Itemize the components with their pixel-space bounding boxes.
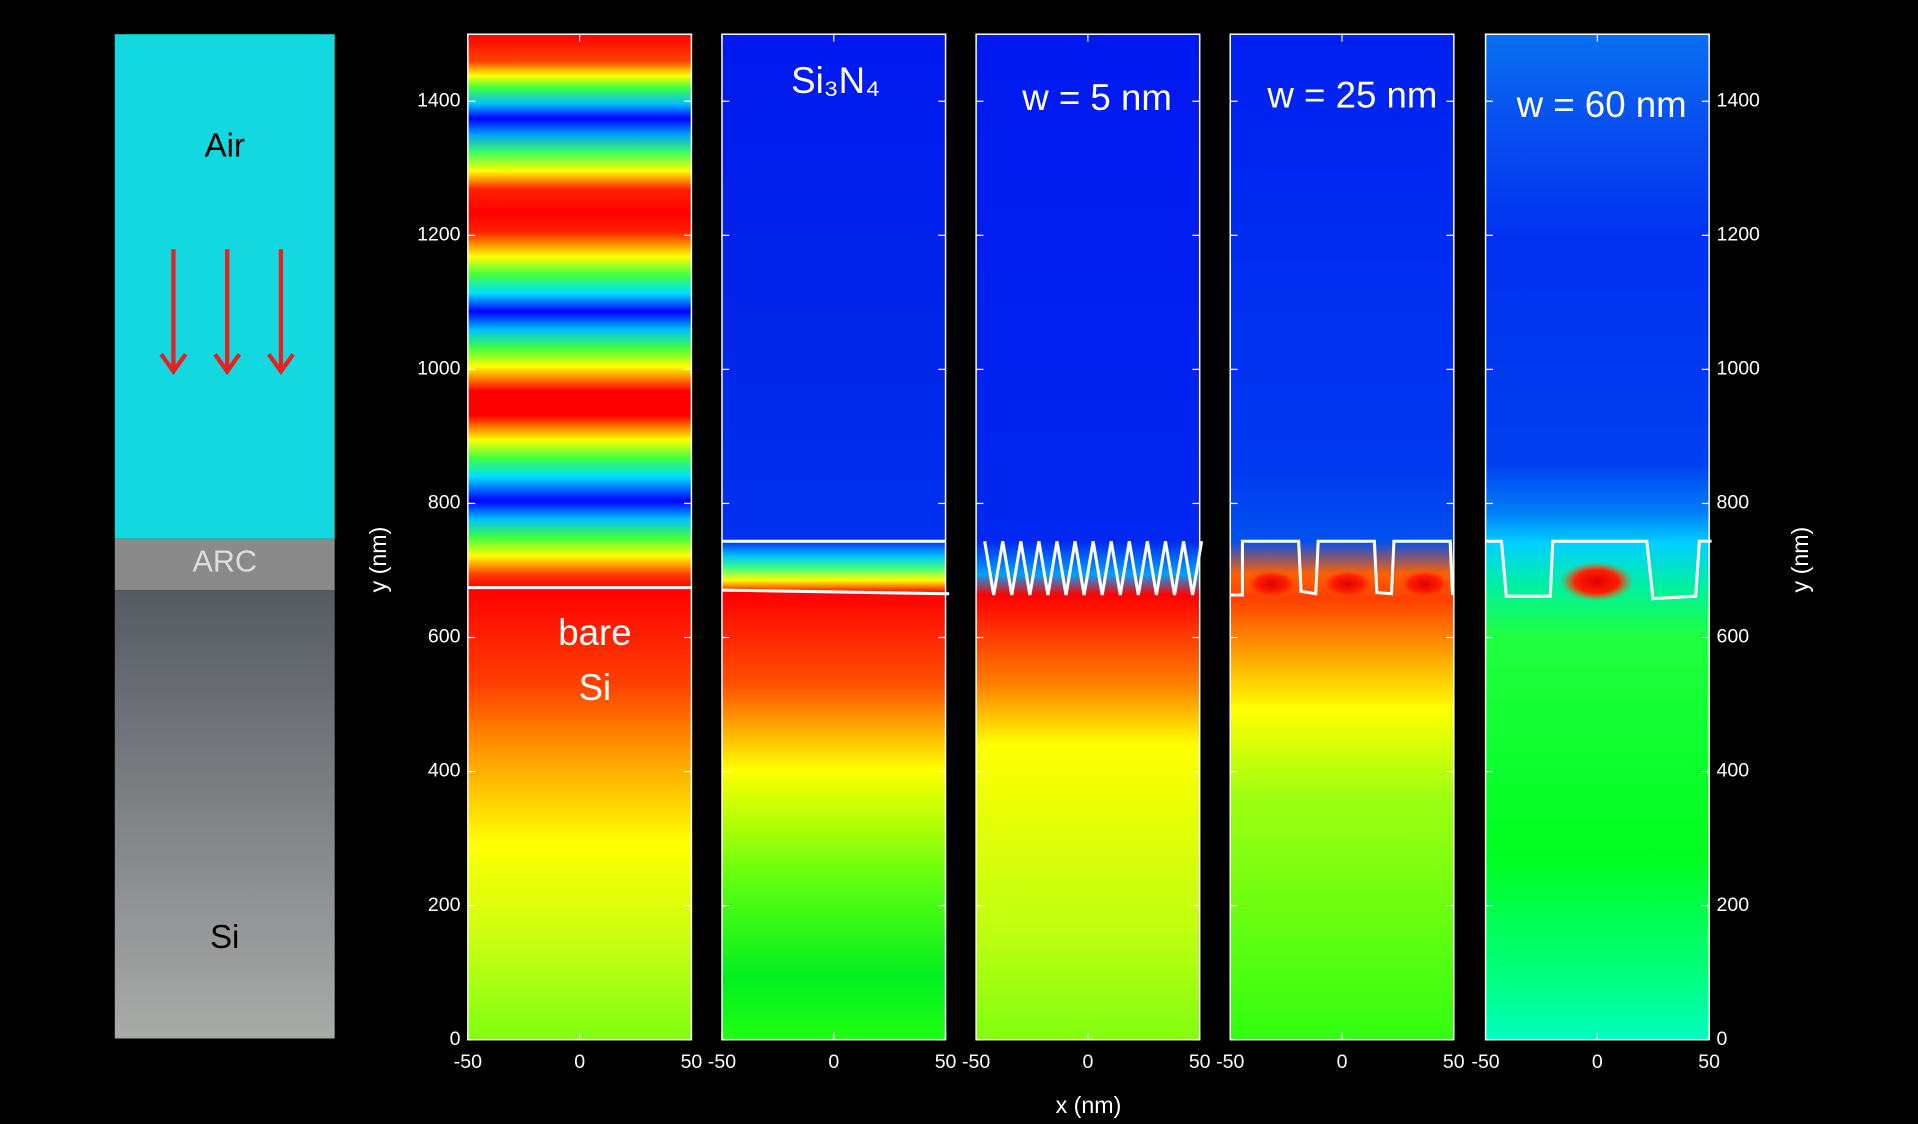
y-tick-label: 0	[450, 1028, 461, 1050]
panel-label: Si	[579, 667, 612, 708]
y-tick-label: 1000	[417, 358, 461, 380]
y-axis-title: y (nm)	[365, 527, 391, 593]
y-tick-label: 200	[428, 894, 461, 916]
field-hotspot	[1398, 569, 1452, 598]
field-map	[1230, 34, 1454, 1039]
y-tick-label: 800	[428, 492, 461, 514]
field-hotspot	[1321, 569, 1375, 598]
panel-label: Si₃N₄	[791, 60, 880, 101]
arc-label: ARC	[193, 544, 257, 578]
si-label: Si	[210, 918, 239, 955]
x-tick-label: 50	[1443, 1051, 1465, 1073]
x-tick-label: 0	[1592, 1051, 1603, 1073]
panel-label: w = 60 nm	[1516, 84, 1687, 125]
y-tick-label: 1400	[417, 89, 461, 111]
y-axis-title-right: y (nm)	[1787, 527, 1813, 593]
x-tick-label: 50	[935, 1051, 957, 1073]
y-tick-label: 1000	[1716, 358, 1760, 380]
x-tick-label: -50	[454, 1051, 482, 1073]
y-tick-label: 600	[428, 626, 461, 648]
field-map	[1486, 34, 1710, 1039]
x-tick-label: -50	[962, 1051, 990, 1073]
x-tick-label: 0	[1337, 1051, 1348, 1073]
field-map	[468, 34, 692, 1039]
y-tick-label: 400	[428, 760, 461, 782]
figure: Air ARC Si x (nm) y (nm) y (nm) bare Si 0 2…	[0, 0, 1918, 1124]
y-tick-label: 0	[1716, 1028, 1727, 1050]
x-tick-label: 50	[1698, 1051, 1720, 1073]
field-hotspot	[1245, 569, 1299, 598]
panel-label: w = 25 nm	[1266, 74, 1437, 115]
panel-label: w = 5 nm	[1021, 77, 1172, 118]
y-tick-label: 1200	[1716, 223, 1760, 245]
x-tick-label: 0	[1082, 1051, 1093, 1073]
x-tick-label: -50	[1471, 1051, 1499, 1073]
panel-label: bare	[558, 612, 631, 653]
y-tick-label: 1200	[417, 223, 461, 245]
page: Air ARC Si x (nm) y (nm) y (nm) bare Si 0 2…	[0, 0, 1918, 1124]
x-tick-label: -50	[708, 1051, 736, 1073]
y-tick-label: 1400	[1716, 89, 1760, 111]
x-tick-label: -50	[1216, 1051, 1244, 1073]
field-map	[976, 34, 1200, 1039]
y-tick-label: 800	[1716, 492, 1749, 514]
field-panel: w = 25 nm -50 0 50	[1216, 34, 1465, 1073]
y-tick-label: 400	[1716, 760, 1749, 782]
x-tick-label: 50	[681, 1051, 703, 1073]
x-tick-label: 50	[1189, 1051, 1211, 1073]
y-tick-label: 600	[1716, 626, 1749, 648]
si-layer	[115, 590, 335, 1038]
x-tick-label: 0	[574, 1051, 585, 1073]
field-hotspot	[1560, 562, 1633, 601]
field-panel: w = 5 nm -50 0 50	[962, 34, 1211, 1073]
x-axis-title: x (nm)	[1056, 1092, 1122, 1118]
y-tick-label: 200	[1716, 894, 1749, 916]
air-label: Air	[205, 127, 245, 164]
air-layer	[115, 34, 335, 539]
x-tick-label: 0	[828, 1051, 839, 1073]
field-panel: Si₃N₄ -50 0 50	[708, 34, 957, 1073]
field-map	[722, 34, 946, 1039]
